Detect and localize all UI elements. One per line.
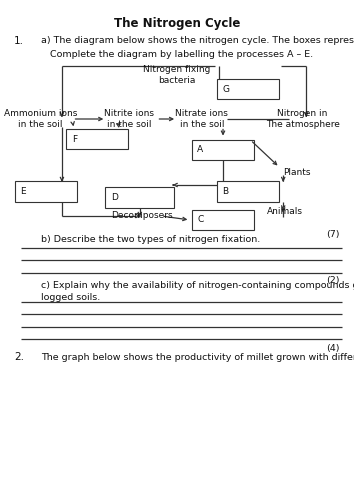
Bar bbox=[217, 182, 279, 202]
Text: F: F bbox=[72, 134, 77, 143]
Bar bbox=[105, 188, 174, 208]
Text: c) Explain why the availability of nitrogen-containing compounds goes down in wa: c) Explain why the availability of nitro… bbox=[41, 282, 354, 290]
Text: 1.: 1. bbox=[14, 36, 24, 46]
Text: C: C bbox=[198, 216, 204, 224]
Text: (7): (7) bbox=[326, 230, 340, 239]
Text: (2): (2) bbox=[326, 276, 340, 285]
Bar bbox=[15, 182, 77, 202]
Text: Animals: Animals bbox=[267, 207, 303, 216]
Text: D: D bbox=[110, 193, 118, 202]
Text: E: E bbox=[21, 187, 26, 196]
Text: G: G bbox=[222, 84, 229, 94]
Bar bbox=[67, 129, 129, 149]
Text: Plants: Plants bbox=[283, 168, 311, 177]
Text: The Nitrogen Cycle: The Nitrogen Cycle bbox=[114, 16, 240, 30]
Text: (4): (4) bbox=[326, 344, 340, 352]
Text: A: A bbox=[198, 146, 204, 154]
Text: Nitrite ions
in the soil: Nitrite ions in the soil bbox=[104, 108, 154, 130]
Text: 2.: 2. bbox=[14, 352, 24, 362]
Text: Decomposers: Decomposers bbox=[111, 212, 172, 220]
Text: logged soils.: logged soils. bbox=[41, 292, 100, 302]
Text: Complete the diagram by labelling the processes A – E.: Complete the diagram by labelling the pr… bbox=[41, 50, 313, 59]
Text: Nitrate ions
in the soil: Nitrate ions in the soil bbox=[175, 108, 228, 130]
Text: a) The diagram below shows the nitrogen cycle. The boxes represent processes.: a) The diagram below shows the nitrogen … bbox=[41, 36, 354, 45]
Bar bbox=[217, 79, 279, 99]
Text: Nitrogen fixing
bacteria: Nitrogen fixing bacteria bbox=[143, 64, 211, 86]
Bar bbox=[192, 140, 254, 160]
Text: Nitrogen in
The atmosphere: Nitrogen in The atmosphere bbox=[266, 108, 339, 130]
Bar bbox=[192, 210, 254, 230]
Text: B: B bbox=[222, 187, 228, 196]
Text: b) Describe the two types of nitrogen fixation.: b) Describe the two types of nitrogen fi… bbox=[41, 235, 260, 244]
Text: Ammonium ions
in the soil: Ammonium ions in the soil bbox=[4, 108, 78, 130]
Text: The graph below shows the productivity of millet grown with different fertiliser: The graph below shows the productivity o… bbox=[41, 352, 354, 362]
